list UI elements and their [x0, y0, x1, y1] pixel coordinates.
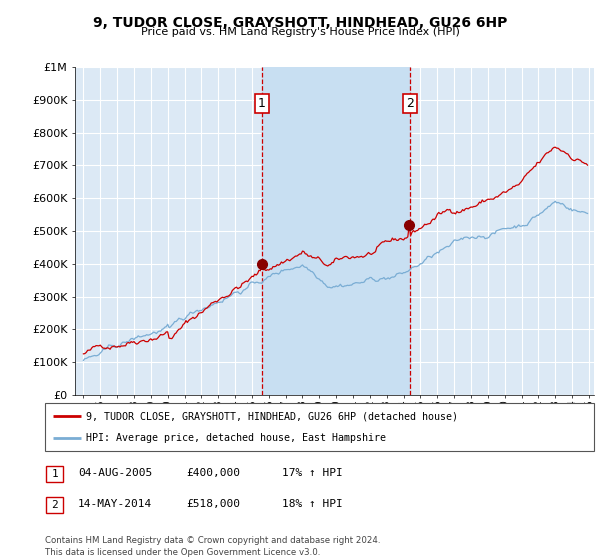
Text: £400,000: £400,000 [186, 468, 240, 478]
Text: £518,000: £518,000 [186, 499, 240, 509]
Text: 14-MAY-2014: 14-MAY-2014 [78, 499, 152, 509]
Text: Price paid vs. HM Land Registry's House Price Index (HPI): Price paid vs. HM Land Registry's House … [140, 27, 460, 37]
Text: 2: 2 [51, 500, 58, 510]
Text: Contains HM Land Registry data © Crown copyright and database right 2024.
This d: Contains HM Land Registry data © Crown c… [45, 536, 380, 557]
Text: 18% ↑ HPI: 18% ↑ HPI [282, 499, 343, 509]
Text: 9, TUDOR CLOSE, GRAYSHOTT, HINDHEAD, GU26 6HP (detached house): 9, TUDOR CLOSE, GRAYSHOTT, HINDHEAD, GU2… [86, 411, 458, 421]
Text: 1: 1 [51, 469, 58, 479]
FancyBboxPatch shape [45, 403, 594, 451]
Text: 2: 2 [406, 97, 414, 110]
Text: 04-AUG-2005: 04-AUG-2005 [78, 468, 152, 478]
Text: 1: 1 [258, 97, 266, 110]
FancyBboxPatch shape [46, 497, 63, 513]
Text: 9, TUDOR CLOSE, GRAYSHOTT, HINDHEAD, GU26 6HP: 9, TUDOR CLOSE, GRAYSHOTT, HINDHEAD, GU2… [93, 16, 507, 30]
FancyBboxPatch shape [46, 466, 63, 482]
Text: 17% ↑ HPI: 17% ↑ HPI [282, 468, 343, 478]
Text: HPI: Average price, detached house, East Hampshire: HPI: Average price, detached house, East… [86, 433, 386, 443]
Bar [262, 67, 410, 395]
